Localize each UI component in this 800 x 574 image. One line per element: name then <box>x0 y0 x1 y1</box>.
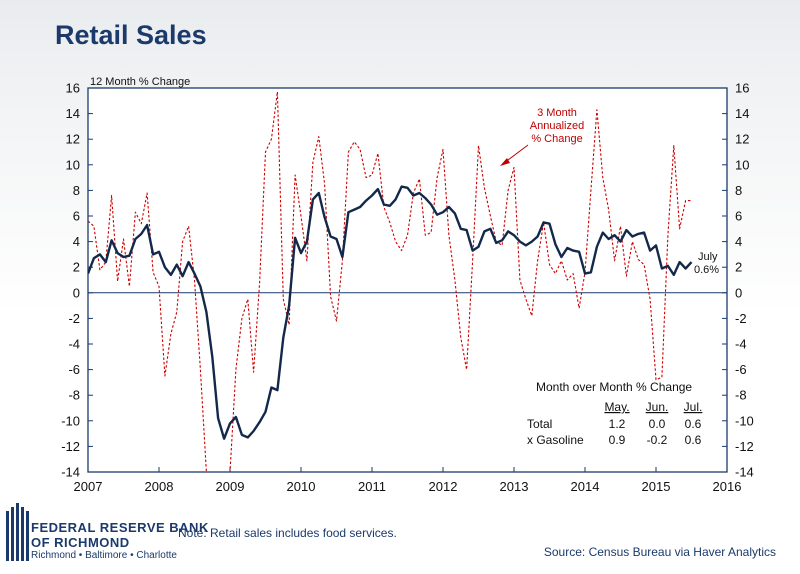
y-tick-label-left: -6 <box>68 362 80 377</box>
x-tick-label: 2008 <box>145 479 174 494</box>
page-title: Retail Sales <box>55 20 207 50</box>
inset-table-cell: 0.6 <box>685 433 702 447</box>
inset-table-cell: 1.2 <box>609 417 626 431</box>
y-tick-label-right: 10 <box>735 157 749 172</box>
inset-table-cell: 0.6 <box>685 417 702 431</box>
y-tick-label-left: -2 <box>68 311 80 326</box>
x-tick-label: 2015 <box>642 479 671 494</box>
y-tick-label-right: 6 <box>735 209 742 224</box>
series-12-month-change-line <box>88 185 693 440</box>
y-tick-label-left: 6 <box>73 209 80 224</box>
logo-name-line1: FEDERAL RESERVE BANK <box>31 520 209 535</box>
july-annotation-line: July <box>698 251 718 263</box>
y-tick-label-right: 4 <box>735 234 742 249</box>
x-tick-label: 2012 <box>429 479 458 494</box>
three-month-annotation-line: 3 Month <box>537 107 577 119</box>
july-annotation-line: 0.6% <box>694 264 719 276</box>
columns-logo-icon <box>6 503 29 561</box>
inset-table-column-header: Jun. <box>646 400 669 414</box>
inset-table-row-label: x Gasoline <box>527 433 584 447</box>
inset-table-column-header: Jul. <box>684 400 703 414</box>
y-tick-label-right: -14 <box>735 465 754 480</box>
y-tick-label-left: -10 <box>61 413 80 428</box>
logo-name-line2: OF RICHMOND <box>31 535 130 550</box>
y-tick-label-right: 12 <box>735 132 749 147</box>
series-3-month-annualized-line <box>88 91 692 472</box>
y-axis-label: 12 Month % Change <box>90 76 190 88</box>
y-tick-label-left: 2 <box>73 260 80 275</box>
y-tick-label-left: 12 <box>66 132 80 147</box>
y-tick-label-left: -8 <box>68 388 80 403</box>
chart-note: Note: Retail sales includes food service… <box>178 526 397 540</box>
frb-logo <box>5 503 185 573</box>
x-tick-label: 2009 <box>216 479 245 494</box>
y-tick-label-left: 8 <box>73 183 80 198</box>
inset-table-row-label: Total <box>527 417 552 431</box>
y-tick-label-left: -4 <box>68 337 80 352</box>
y-tick-label-right: -2 <box>735 311 747 326</box>
x-tick-label: 2007 <box>74 479 103 494</box>
y-tick-label-left: 16 <box>66 81 80 96</box>
y-tick-label-right: -12 <box>735 439 754 454</box>
y-tick-label-right: -10 <box>735 413 754 428</box>
x-tick-label: 2013 <box>500 479 529 494</box>
y-tick-label-left: 14 <box>66 106 80 121</box>
y-tick-label-right: 8 <box>735 183 742 198</box>
x-tick-label: 2010 <box>287 479 316 494</box>
inset-table-column-header: May. <box>604 400 629 414</box>
y-tick-label-right: 2 <box>735 260 742 275</box>
x-tick-label: 2011 <box>358 479 386 494</box>
x-tick-label: 2014 <box>571 479 600 494</box>
y-tick-label-right: -4 <box>735 337 747 352</box>
y-tick-label-left: -14 <box>61 465 80 480</box>
y-tick-label-left: -12 <box>61 439 80 454</box>
logo-cities: Richmond • Baltimore • Charlotte <box>31 550 177 561</box>
inset-table-cell: -0.2 <box>647 433 668 447</box>
y-tick-label-left: 10 <box>66 157 80 172</box>
y-tick-label-right: 0 <box>735 285 742 300</box>
chart-source: Source: Census Bureau via Haver Analytic… <box>543 545 776 559</box>
plot-frame <box>87 87 728 473</box>
inset-table-cell: 0.9 <box>609 433 626 447</box>
y-tick-label-right: -8 <box>735 388 747 403</box>
y-tick-label-right: 16 <box>735 81 749 96</box>
annotation-arrowhead <box>500 158 510 166</box>
y-tick-label-left: 0 <box>73 285 80 300</box>
y-tick-label-left: 4 <box>73 234 80 249</box>
logo-name: FEDERAL RESERVE BANK OF RICHMOND <box>31 520 209 550</box>
y-tick-label-right: -6 <box>735 362 747 377</box>
inset-table-title: Month over Month % Change <box>536 380 692 394</box>
three-month-annotation-line: Annualized <box>530 120 584 132</box>
inset-table-cell: 0.0 <box>649 417 666 431</box>
x-tick-label: 2016 <box>713 479 742 494</box>
three-month-annotation-line: % Change <box>531 133 582 145</box>
y-tick-label-right: 14 <box>735 106 749 121</box>
